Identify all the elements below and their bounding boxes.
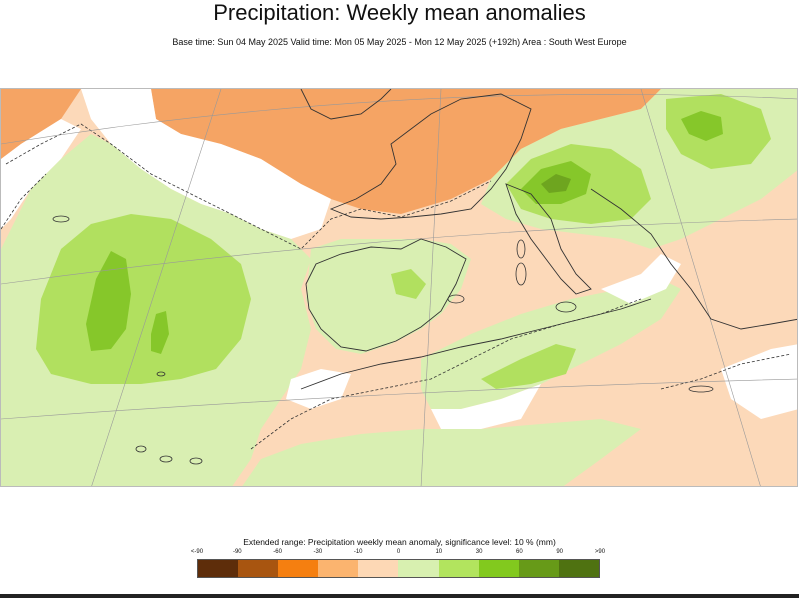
island-azores	[52, 215, 70, 223]
graticule-lat-2	[1, 218, 797, 285]
legend-tick-label: -60	[273, 549, 282, 555]
anomaly-map	[0, 88, 798, 487]
legend-tick-label: 60	[516, 549, 523, 555]
dry-zone-balkans	[701, 239, 797, 344]
chart-title: Precipitation: Weekly mean anomalies	[213, 0, 586, 25]
neutral-band-west	[1, 119, 81, 229]
chart-subtitle: Base time: Sun 04 May 2025 Valid time: M…	[172, 37, 627, 47]
legend-tick-label: -30	[313, 549, 323, 555]
island-canary-1	[135, 445, 147, 453]
legend-swatch	[558, 560, 599, 577]
legend-ticks: <-90 -90 -60 -30 -10 0 10 30 60 90 >90	[0, 549, 799, 559]
neutral-patch-4	[601, 254, 681, 304]
graticule-lon-1	[91, 89, 222, 486]
island-madeira	[156, 371, 166, 377]
island-sicily	[555, 301, 577, 313]
coastline-france	[329, 93, 532, 220]
coastline-italy	[505, 183, 592, 295]
neutral-patch-1	[431, 384, 541, 429]
wet-zone-iberia-moderate	[391, 269, 426, 299]
legend-tick-label: 10	[435, 549, 443, 555]
legend-swatch	[358, 560, 399, 577]
island-balearic	[447, 294, 465, 304]
island-sardinia	[515, 262, 527, 286]
significance-contour-3	[250, 298, 642, 450]
dry-zone-france	[151, 89, 661, 214]
wet-zone-atlantic-strong-2	[151, 311, 169, 354]
legend-tick-label: >90	[594, 549, 606, 555]
coastline-balkans	[590, 188, 797, 330]
wet-zone-med-moderate	[481, 344, 576, 389]
legend-colorbar	[197, 559, 600, 578]
wet-zone-south	[242, 419, 641, 486]
coastline-iberia	[305, 238, 467, 352]
legend-swatch	[238, 560, 279, 577]
legend-tick-label: <-90	[190, 549, 204, 555]
legend-tick-label: 0	[396, 549, 401, 555]
significance-contour-2	[1, 173, 47, 230]
legend-swatch	[198, 560, 239, 577]
coastline-uk	[300, 89, 392, 120]
legend-tick-label: -10	[353, 549, 363, 555]
legend-title: Extended range: Precipitation weekly mea…	[243, 537, 556, 547]
significance-contour-4	[660, 353, 792, 390]
wet-zone-iberia	[306, 239, 471, 354]
coastline-north-africa	[300, 298, 652, 390]
graticule-lon-2	[420, 89, 442, 486]
wet-zone-alps-very-strong	[541, 174, 571, 193]
legend-tick-label: 90	[556, 549, 564, 555]
wet-zone-ne-strong	[681, 111, 723, 141]
island-canary-2	[159, 455, 173, 463]
island-crete	[688, 385, 714, 393]
graticule-lat-1	[1, 93, 797, 145]
graticule-lon-3	[640, 89, 761, 486]
significance-contour-1	[5, 123, 492, 250]
bottom-rule	[0, 594, 799, 598]
island-canary-3	[189, 457, 203, 465]
legend-swatch	[478, 560, 519, 577]
neutral-band-atlantic	[81, 89, 331, 239]
wet-zone-atlantic-strong-1	[86, 251, 131, 351]
neutral-patch-3	[721, 344, 797, 419]
legend-swatch	[278, 560, 319, 577]
legend-swatch	[398, 560, 439, 577]
legend-tick-label: 30	[475, 549, 483, 555]
island-corsica	[516, 239, 526, 259]
dry-zone-north	[1, 89, 81, 159]
legend-swatch	[518, 560, 559, 577]
legend-tick-label: -90	[232, 549, 242, 555]
legend-swatch	[318, 560, 359, 577]
legend-swatch	[438, 560, 479, 577]
